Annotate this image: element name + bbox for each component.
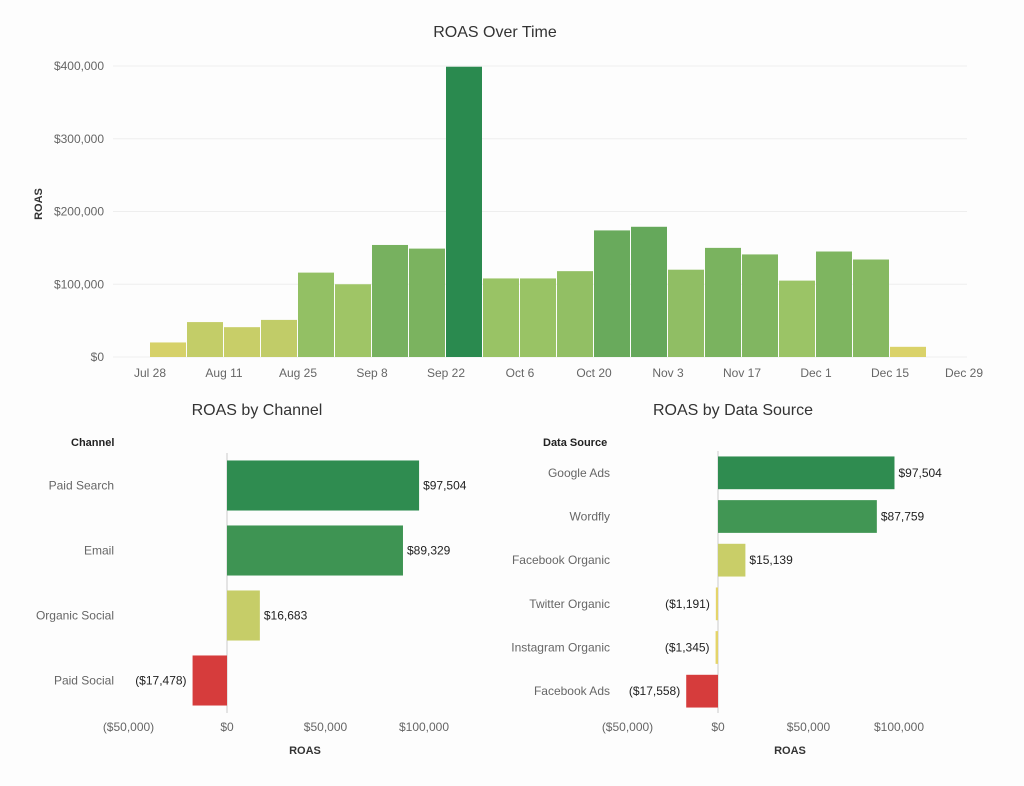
category-label-facebook-ads: Facebook Ads [534, 684, 610, 698]
channel-header: Channel [71, 437, 114, 449]
bar-oct-6[interactable] [520, 278, 556, 357]
bar-google-ads[interactable] [718, 456, 895, 490]
bar-oct-13[interactable] [557, 271, 593, 357]
data-label-organic-social: $16,683 [264, 609, 308, 623]
data-source-header: Data Source [543, 437, 607, 449]
data-label-instagram-organic: ($1,345) [665, 641, 710, 655]
bar-email[interactable] [227, 525, 403, 576]
y-tick-label: $400,000 [54, 59, 104, 73]
x-tick-label: Dec 15 [871, 366, 909, 380]
y-tick-label: $0 [91, 350, 105, 364]
x-tick-label: Nov 3 [652, 366, 684, 380]
x-tick-label: ($50,000) [103, 720, 154, 734]
y-tick-label: $100,000 [54, 277, 104, 291]
roas-by-data-source-xlabel: ROAS [774, 745, 806, 757]
roas-by-channel-bars: Paid Search $97,504 Email $89,329 Organic So… [36, 460, 467, 706]
bar-aug-25[interactable] [298, 272, 334, 357]
category-label-paid-search: Paid Search [49, 479, 114, 493]
x-tick-label: Nov 17 [723, 366, 761, 380]
roas-by-data-source-xticks: ($50,000) $0 $50,000 $100,000 [602, 720, 925, 734]
bar-paid-social[interactable] [192, 655, 227, 706]
x-tick-label: Jul 28 [134, 366, 166, 380]
y-tick-label: $300,000 [54, 132, 104, 146]
x-tick-label: $0 [711, 720, 725, 734]
bar-aug-11[interactable] [224, 327, 260, 357]
bar-aug-4[interactable] [187, 322, 223, 357]
x-tick-label: $100,000 [399, 720, 449, 734]
bar-twitter-organic[interactable] [715, 587, 718, 621]
category-label-instagram-organic: Instagram Organic [511, 641, 610, 655]
data-label-email: $89,329 [407, 544, 451, 558]
category-label-wordfly: Wordfly [570, 510, 610, 524]
x-tick-label: Oct 6 [506, 366, 535, 380]
roas-over-time-bars [150, 66, 926, 357]
bar-nov-24[interactable] [779, 280, 815, 357]
bar-facebook-organic[interactable] [718, 543, 746, 577]
bar-oct-20[interactable] [594, 230, 630, 357]
roas-by-channel-xlabel: ROAS [289, 745, 321, 757]
bar-dec-1[interactable] [816, 251, 852, 357]
category-label-twitter-organic: Twitter Organic [529, 597, 610, 611]
x-tick-label: $0 [220, 720, 234, 734]
x-tick-label: Dec 29 [945, 366, 983, 380]
category-label-facebook-organic: Facebook Organic [512, 553, 610, 567]
bar-sep-8[interactable] [372, 244, 408, 357]
data-label-paid-search: $97,504 [423, 479, 467, 493]
roas-over-time-yticks: $0 $100,000 $200,000 $300,000 $400,000 [54, 59, 104, 364]
roas-by-channel-xticks: ($50,000) $0 $50,000 $100,000 [103, 720, 450, 734]
x-tick-label: Oct 20 [576, 366, 612, 380]
bar-dec-8[interactable] [853, 259, 889, 357]
roas-by-channel-chart: ROAS by Channel Channel Paid Search $97,5… [36, 402, 467, 757]
roas-by-data-source-chart: ROAS by Data Source Data Source Google A… [511, 402, 942, 757]
roas-over-time-title: ROAS Over Time [433, 24, 557, 41]
x-tick-label: Dec 1 [800, 366, 832, 380]
bar-aug-18[interactable] [261, 319, 297, 357]
bar-wordfly[interactable] [718, 500, 877, 533]
x-tick-label: Sep 22 [427, 366, 465, 380]
category-label-google-ads: Google Ads [548, 466, 610, 480]
bar-sep-15[interactable] [409, 248, 445, 357]
roas-by-data-source-title: ROAS by Data Source [653, 402, 813, 419]
x-tick-label: Aug 25 [279, 366, 317, 380]
data-label-facebook-ads: ($17,558) [629, 684, 680, 698]
x-tick-label: Aug 11 [205, 366, 242, 380]
roas-by-channel-title: ROAS by Channel [192, 402, 323, 419]
bar-dec-15[interactable] [890, 346, 926, 357]
bar-sep-29[interactable] [483, 278, 519, 357]
roas-over-time-xticks: Jul 28 Aug 11 Aug 25 Sep 8 Sep 22 Oct 6 Oct 20… [134, 366, 983, 380]
data-label-google-ads: $97,504 [898, 466, 942, 480]
bar-organic-social[interactable] [227, 590, 260, 641]
bar-facebook-ads[interactable] [686, 674, 718, 708]
x-tick-label: ($50,000) [602, 720, 653, 734]
bar-jul-28[interactable] [150, 342, 186, 357]
x-tick-label: $50,000 [787, 720, 831, 734]
category-label-paid-social: Paid Social [54, 674, 114, 688]
bar-sep-1[interactable] [335, 284, 371, 357]
data-label-paid-social: ($17,478) [135, 674, 186, 688]
bar-oct-27[interactable] [631, 226, 667, 357]
roas-over-time-chart: ROAS Over Time ROAS $0 $100,000 $200,000 $3… [33, 24, 983, 380]
roas-by-data-source-bars: Google Ads $97,504 Wordfly $87,759 Facebook … [511, 456, 942, 708]
x-tick-label: $100,000 [874, 720, 924, 734]
data-label-facebook-organic: $15,139 [749, 553, 793, 567]
bar-paid-search[interactable] [227, 460, 420, 511]
bar-instagram-organic[interactable] [715, 631, 718, 664]
data-label-twitter-organic: ($1,191) [665, 597, 710, 611]
bar-nov-3[interactable] [668, 269, 704, 357]
y-tick-label: $200,000 [54, 205, 104, 219]
bar-nov-17[interactable] [742, 254, 778, 357]
x-tick-label: $50,000 [304, 720, 348, 734]
bar-sep-22[interactable] [446, 66, 482, 357]
roas-over-time-ylabel: ROAS [33, 188, 45, 220]
bar-nov-10[interactable] [705, 247, 741, 357]
x-tick-label: Sep 8 [356, 366, 388, 380]
category-label-email: Email [84, 544, 114, 558]
category-label-organic-social: Organic Social [36, 609, 114, 623]
data-label-wordfly: $87,759 [881, 510, 925, 524]
